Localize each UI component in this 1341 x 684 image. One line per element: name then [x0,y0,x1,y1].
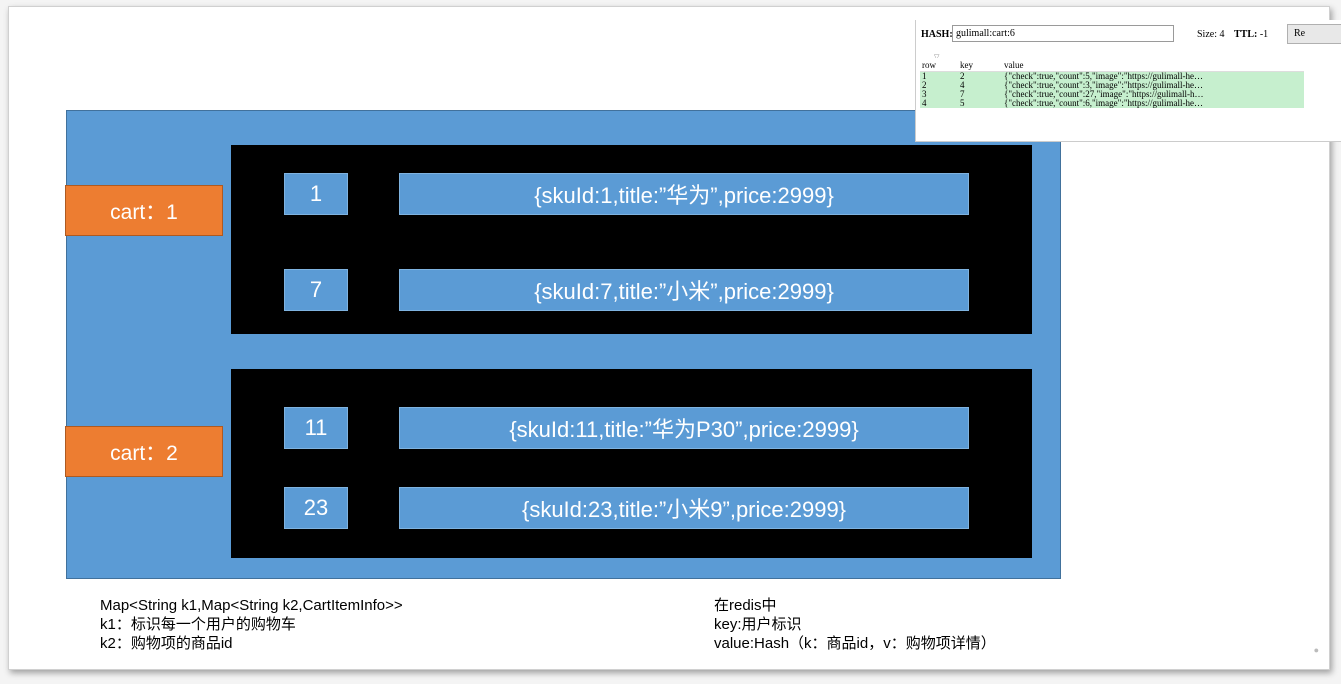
ttl-title: TTL: [1234,29,1258,40]
item-value: {skuId:1,title:”华为”,price:2999} [399,173,969,215]
item-key: 23 [284,487,348,529]
note-k2: k2：购物项的商品id [100,635,233,652]
row-key: 5 [958,99,1002,108]
hash-table: row key value 1 2 {"check":true,"count":… [920,58,1304,108]
size-label: Size: 4 [1197,29,1225,40]
item-key: 1 [284,173,348,215]
column-header-row[interactable]: row [920,58,958,72]
sort-caret-icon[interactable]: ▽ [934,53,940,61]
row-key: 2 [958,71,1002,81]
reload-button[interactable]: Re [1287,24,1341,44]
column-header-value[interactable]: value [1002,58,1304,72]
cart-1-label: cart：1 [65,185,223,236]
item-value: {skuId:7,title:”小米”,price:2999} [399,269,969,311]
item-value: {skuId:23,title:”小米9”,price:2999} [399,487,969,529]
row-key: 7 [958,90,1002,99]
hash-type-label: HASH: [921,29,953,40]
table-header: row key value [920,58,1304,72]
redis-hash-viewer: HASH: gulimall:cart:6 Size: 4 TTL: -1 Re… [915,20,1341,142]
row-value: {"check":true,"count":6,"image":"https:/… [1002,99,1304,108]
row-number: 4 [920,99,958,108]
table-row[interactable]: 1 2 {"check":true,"count":5,"image":"htt… [920,71,1304,81]
table-row[interactable]: 4 5 {"check":true,"count":6,"image":"htt… [920,99,1304,108]
note-redis-key: key:用户标识 [714,616,802,633]
cart-2-hash [231,369,1032,558]
hash-key-field[interactable]: gulimall:cart:6 [952,25,1174,42]
ttl-label: TTL: -1 [1234,29,1268,40]
row-number: 1 [920,71,958,81]
note-in-redis: 在redis中 [714,597,777,614]
note-k1: k1：标识每一个用户的购物车 [100,616,296,633]
table-row[interactable]: 3 7 {"check":true,"count":27,"image":"ht… [920,90,1304,99]
item-key: 11 [284,407,348,449]
item-key: 7 [284,269,348,311]
row-number: 2 [920,81,958,90]
note-map-type: Map<String k1,Map<String k2,CartItemInfo… [100,597,403,614]
row-key: 4 [958,81,1002,90]
row-value: {"check":true,"count":3,"image":"https:/… [1002,81,1304,90]
table-row[interactable]: 2 4 {"check":true,"count":3,"image":"htt… [920,81,1304,90]
watermark-logo: ● [1313,645,1319,655]
column-header-key[interactable]: key [958,58,1002,72]
row-number: 3 [920,90,958,99]
row-value: {"check":true,"count":27,"image":"https:… [1002,90,1304,99]
note-redis-value: value:Hash（k：商品id，v：购物项详情） [714,635,996,652]
item-value: {skuId:11,title:”华为P30”,price:2999} [399,407,969,449]
ttl-value: -1 [1259,29,1269,40]
row-value: {"check":true,"count":5,"image":"https:/… [1002,71,1304,81]
cart-2-label: cart：2 [65,426,223,477]
